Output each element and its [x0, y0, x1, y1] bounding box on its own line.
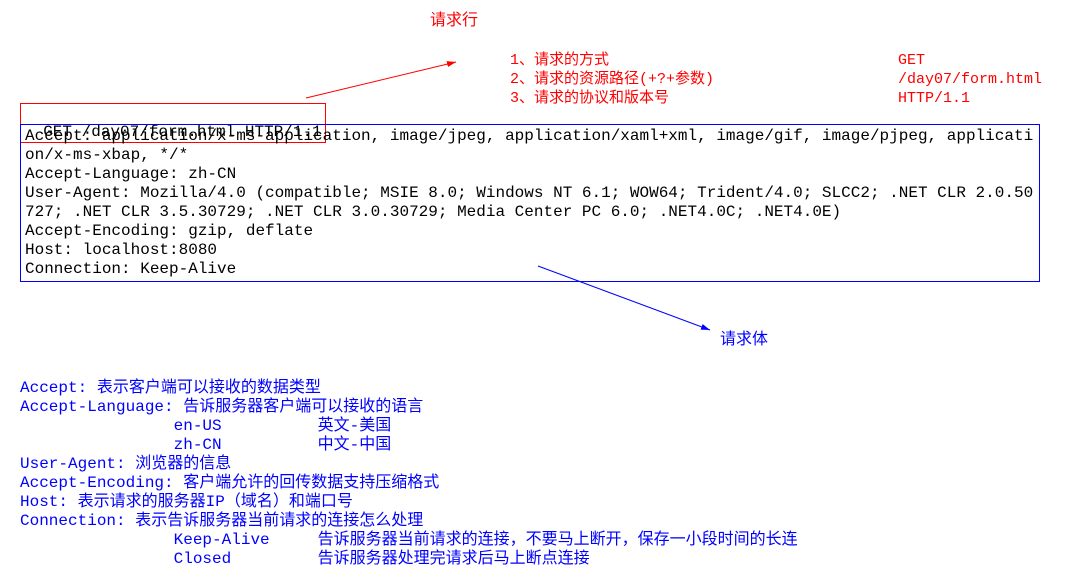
exp-host: Host: 表示请求的服务器IP（域名）和端口号 [20, 493, 353, 511]
exp-keepalive: Keep-Alive 告诉服务器当前请求的连接，不要马上断开，保存一小段时间的长… [20, 531, 798, 549]
hdr-accept-encoding: Accept-Encoding: gzip, deflate [25, 222, 313, 240]
exp-lang-zhcn: zh-CN 中文-中国 [20, 436, 391, 454]
hdr-user-agent: User-Agent: Mozilla/4.0 (compatible; MSI… [25, 184, 1033, 221]
headers-explanation: Accept: 表示客户端可以接收的数据类型 Accept-Language: … [20, 360, 798, 569]
hdr-accept: Accept: application/x-ms-application, im… [25, 127, 1033, 164]
req-item-1: 1、请求的方式 [510, 52, 609, 69]
http-headers-box: Accept: application/x-ms-application, im… [20, 124, 1040, 282]
req-item-2: 2、请求的资源路径(+?+参数) [510, 71, 714, 88]
request-line-values: GET /day07/form.html HTTP/1.1 [898, 32, 1042, 108]
request-line-title: 请求行 [430, 6, 478, 30]
exp-accept-language: Accept-Language: 告诉服务器客户端可以接收的语言 [20, 398, 423, 416]
req-val-path: /day07/form.html [898, 71, 1042, 88]
request-line-items: 1、请求的方式 2、请求的资源路径(+?+参数) 3、请求的协议和版本号 [510, 32, 714, 108]
exp-user-agent: User-Agent: 浏览器的信息 [20, 455, 231, 473]
req-item-3: 3、请求的协议和版本号 [510, 90, 669, 107]
exp-accept: Accept: 表示客户端可以接收的数据类型 [20, 379, 321, 397]
exp-lang-enus: en-US 英文-美国 [20, 417, 391, 435]
req-val-method: GET [898, 52, 925, 69]
hdr-connection: Connection: Keep-Alive [25, 260, 236, 278]
hdr-accept-language: Accept-Language: zh-CN [25, 165, 236, 183]
exp-connection: Connection: 表示告诉服务器当前请求的连接怎么处理 [20, 512, 423, 530]
hdr-host: Host: localhost:8080 [25, 241, 217, 259]
exp-closed: Closed 告诉服务器处理完请求后马上断点连接 [20, 550, 590, 568]
req-val-proto: HTTP/1.1 [898, 90, 970, 107]
arrow-to-request-line [306, 62, 456, 98]
exp-accept-encoding: Accept-Encoding: 客户端允许的回传数据支持压缩格式 [20, 474, 439, 492]
request-body-label: 请求体 [720, 325, 768, 349]
